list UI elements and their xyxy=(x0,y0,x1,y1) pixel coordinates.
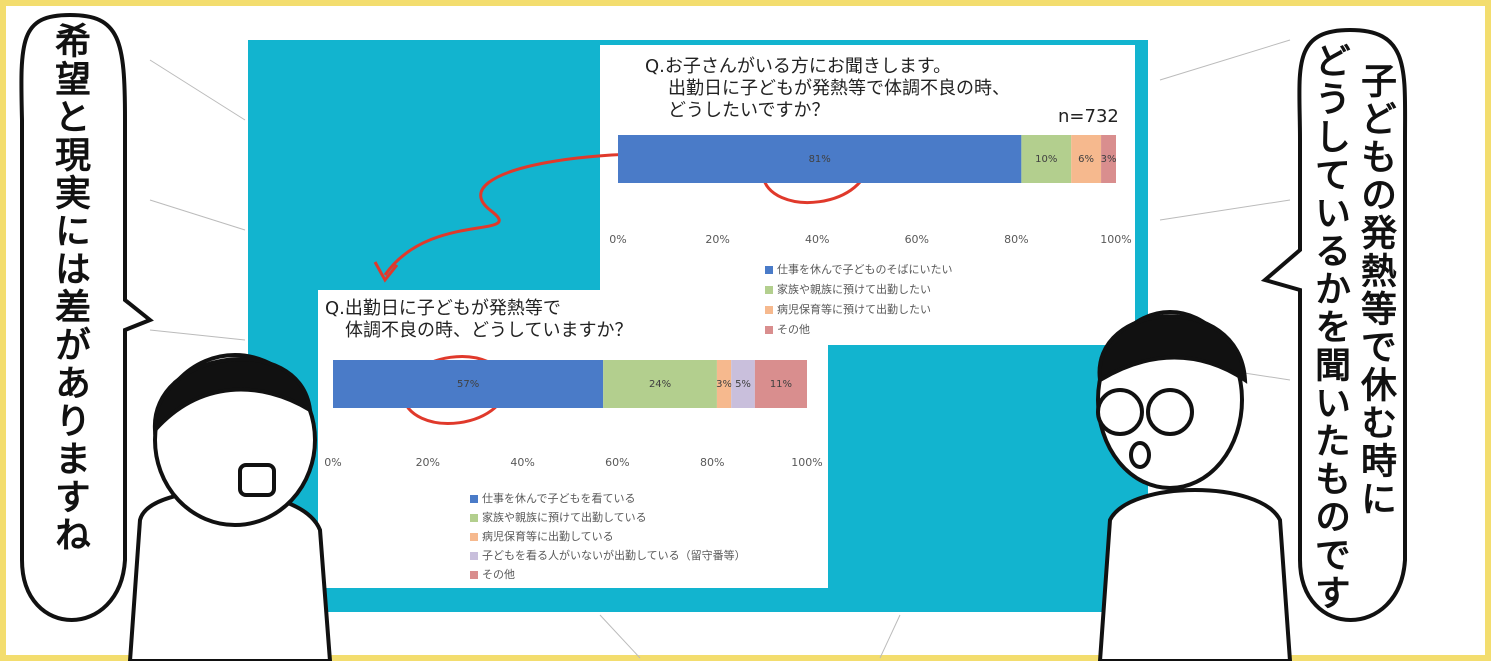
legend-swatch xyxy=(765,306,773,314)
x-tick-label: 40% xyxy=(510,456,534,469)
x-tick-label: 60% xyxy=(905,233,929,246)
legend-label: 病児保育等に出勤している xyxy=(482,529,614,543)
legend-label: 病児保育等に預けて出勤したい xyxy=(777,302,931,316)
x-tick-label: 80% xyxy=(700,456,724,469)
chart-title: 出勤日に子どもが発熱等で体調不良の時、 xyxy=(668,78,1010,99)
speech-text: 子どもの発熱等で休む時に xyxy=(1355,62,1396,518)
chart-title: Q.お子さんがいる方にお聞きします。 xyxy=(645,56,951,77)
value-label: 3% xyxy=(1101,154,1117,165)
bar-segment xyxy=(1101,135,1116,183)
annotation: n=732 xyxy=(1058,106,1119,127)
legend-swatch xyxy=(470,571,478,579)
legend-swatch xyxy=(470,552,478,560)
bar-segment xyxy=(716,360,732,408)
chart-card xyxy=(318,290,828,588)
x-tick-label: 100% xyxy=(1100,233,1131,246)
bar-segment xyxy=(333,360,604,408)
legend-swatch xyxy=(470,533,478,541)
value-label: 24% xyxy=(649,379,671,390)
x-tick-label: 0% xyxy=(324,456,341,469)
legend-label: 家族や親族に預けて出勤している xyxy=(482,510,647,524)
chart-title: Q.出勤日に子どもが発熱等で xyxy=(325,298,561,319)
legend-label: 仕事を休んで子どもを看ている xyxy=(482,491,635,505)
x-tick-label: 60% xyxy=(605,456,629,469)
legend-label: その他 xyxy=(482,568,515,581)
value-label: 6% xyxy=(1078,154,1094,165)
legend-label: 仕事を休んで子どものそばにいたい xyxy=(777,263,952,276)
legend-label: その他 xyxy=(777,323,810,336)
value-label: 3% xyxy=(716,379,732,390)
character-right xyxy=(1096,310,1293,661)
x-tick-label: 80% xyxy=(1004,233,1028,246)
speech-text: どうしているかを聞いたものです xyxy=(1309,42,1350,612)
value-label: 57% xyxy=(457,379,479,390)
bar-segment xyxy=(1071,135,1102,183)
x-tick-label: 100% xyxy=(791,456,822,469)
value-label: 5% xyxy=(735,379,751,390)
speech-bubble xyxy=(1260,27,1408,622)
x-tick-label: 20% xyxy=(705,233,729,246)
bar-segment xyxy=(731,360,755,408)
value-label: 10% xyxy=(1035,154,1057,165)
legend-swatch xyxy=(765,266,773,274)
legend-label: 子どもを看る人がいないが出勤している（留守番等） xyxy=(482,548,746,562)
x-tick-label: 0% xyxy=(609,233,626,246)
value-label: 11% xyxy=(770,379,792,390)
bar-segment xyxy=(1021,135,1072,183)
value-label: 81% xyxy=(809,154,831,165)
x-tick-label: 40% xyxy=(805,233,829,246)
bar-segment xyxy=(603,360,717,408)
legend-swatch xyxy=(765,326,773,334)
legend-label: 家族や親族に預けて出勤したい xyxy=(777,282,931,296)
bar-segment xyxy=(754,360,807,408)
legend-swatch xyxy=(765,286,773,294)
bar-segment xyxy=(618,135,1022,183)
legend-swatch xyxy=(470,495,478,503)
speech-text: 希望と現実には差がありますね xyxy=(49,22,90,554)
legend-swatch xyxy=(470,514,478,522)
chart-title: 体調不良の時、どうしていますか？ xyxy=(345,320,632,341)
chart-title: どうしたいですか？ xyxy=(668,100,829,121)
speech-bubble xyxy=(19,12,154,622)
character-left xyxy=(127,353,333,661)
x-tick-label: 20% xyxy=(416,456,440,469)
